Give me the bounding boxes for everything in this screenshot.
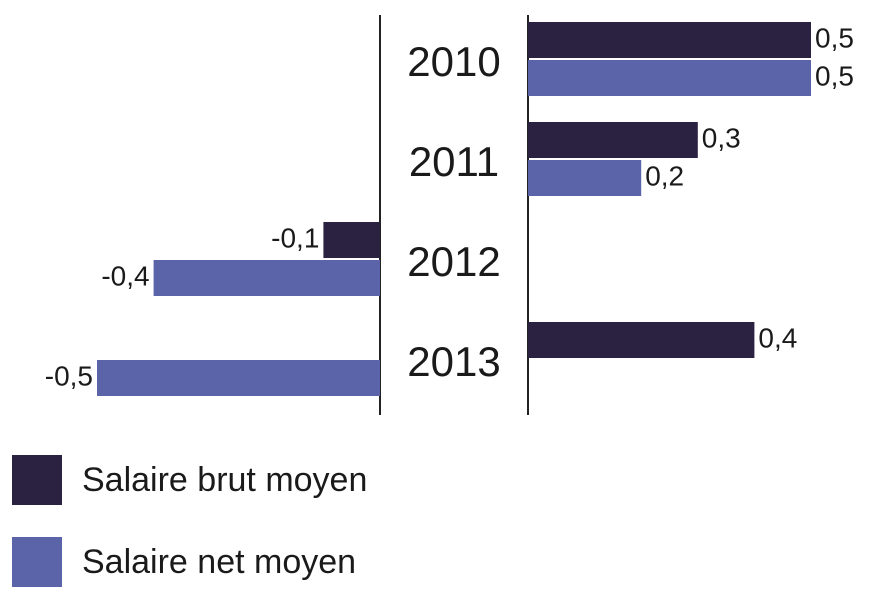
category-label: 2013 (407, 338, 500, 385)
value-label: -0,4 (101, 260, 149, 291)
value-label: 0,4 (758, 322, 797, 353)
legend-label: Salaire net moyen (82, 543, 356, 581)
category-label: 2011 (409, 138, 499, 185)
bar (528, 160, 642, 196)
category-label: 2012 (407, 238, 500, 285)
legend-label: Salaire brut moyen (82, 461, 367, 499)
value-label: -0,1 (271, 222, 319, 253)
bar (528, 322, 755, 358)
bar (97, 360, 380, 396)
value-label: 0,5 (815, 22, 854, 53)
legend-swatch (12, 537, 62, 587)
category-label: 2010 (407, 38, 500, 85)
value-label: 0,3 (702, 122, 741, 153)
bar (528, 122, 698, 158)
bar (528, 60, 811, 96)
bar (528, 22, 811, 58)
value-label: 0,5 (815, 60, 854, 91)
bar (153, 260, 380, 296)
value-label: 0,2 (645, 160, 684, 191)
value-label: -0,5 (45, 360, 93, 391)
legend-swatch (12, 455, 62, 505)
bar (323, 222, 380, 258)
